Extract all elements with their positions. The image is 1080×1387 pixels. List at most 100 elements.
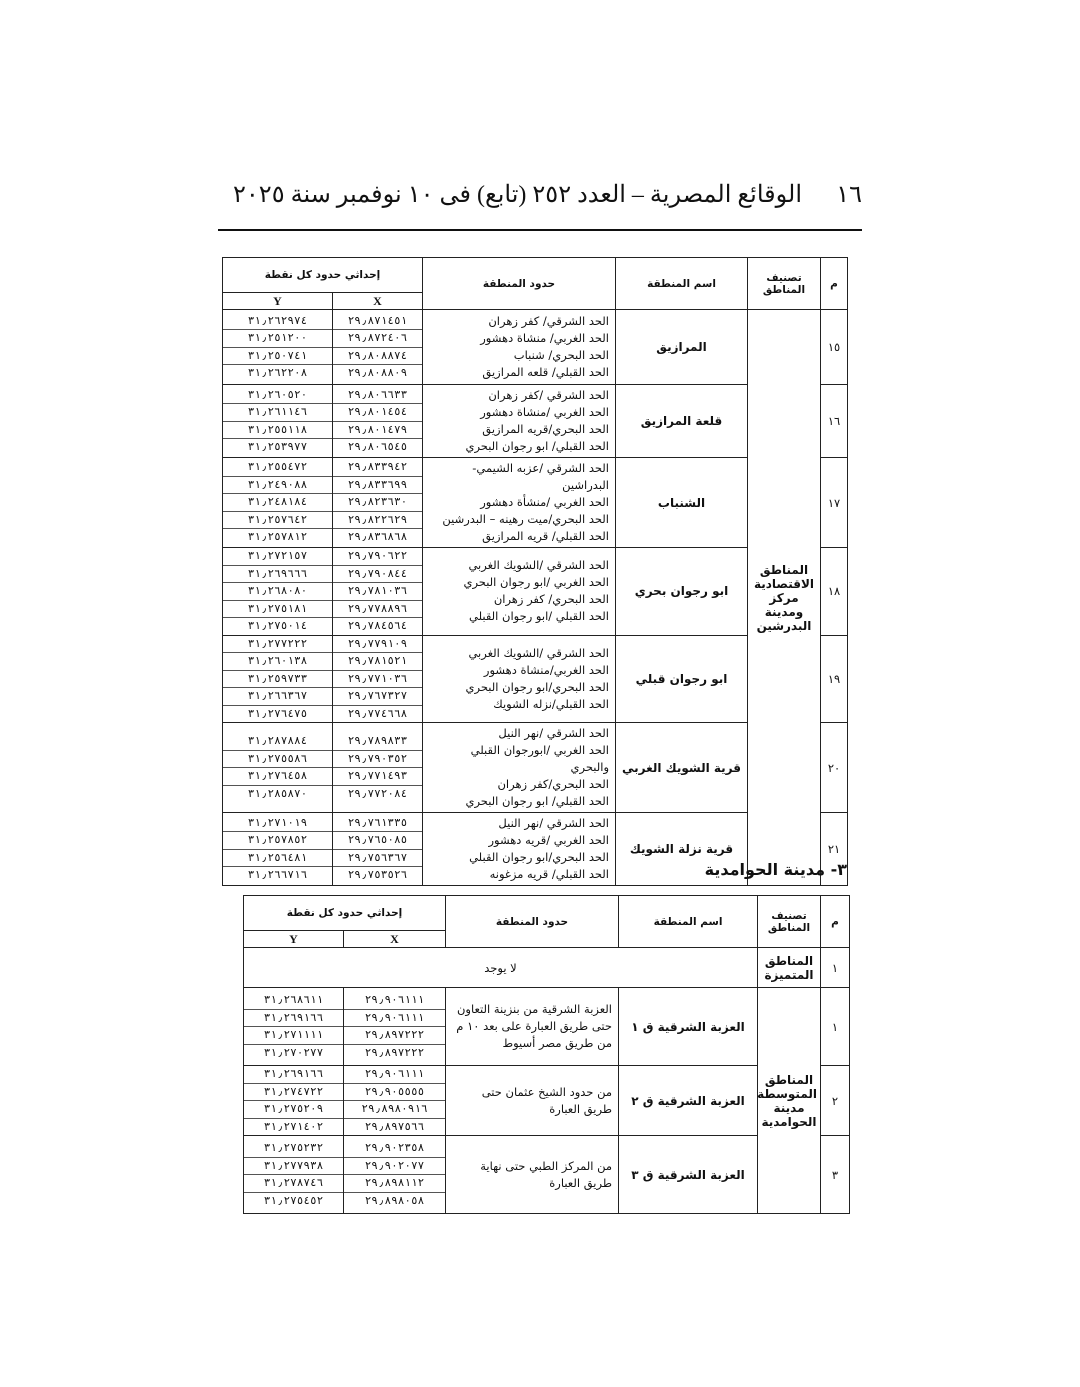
coordinate: ٢٩٫٧٨٤٥٦٤ — [347, 619, 408, 632]
coordinate: ٣١٫٢٥٠٧٤١ — [223, 348, 332, 365]
bound-line: العزبة الشرقية من بنزينة التعاون حتى طري… — [456, 1002, 612, 1050]
coordinate: ٢٩٫٧٨١٥٢١ — [333, 653, 422, 671]
header-cell: حدود المنطقة — [445, 895, 619, 948]
coordinates-y: ٣١٫٢٨٧٨٨٤ ٣١٫٢٧٥٥٨٦ ٣١٫٢٧٦٤٥٨ ٣١٫٢٨٥٨٧٠ — [222, 722, 333, 813]
header-cell: إحداثي حدود كل نقطة — [222, 257, 423, 293]
bound-line: الحد الغربي /منشاة دهشور — [480, 405, 609, 419]
table: م تصنيف المناطق اسم المنطقة حدود المنطقة إحد… — [243, 895, 850, 1214]
coordinate: ٣١٫٢٧٦٤٧٥ — [247, 706, 308, 720]
bound-line: الحد الشرقي /عزبه الشيمي- البدراشين — [472, 461, 609, 492]
coordinate: ٣١٫٢٨٥٨٧٠ — [247, 786, 308, 800]
header-cell: اسم المنطقة — [615, 257, 748, 310]
coordinates-y: ٣١٫٢٦٨٦١١ ٣١٫٢٦٩١٦٦ ٣١٫٢٧١١١١ ٣١٫٢٧٠٢٧٧ — [243, 987, 344, 1066]
coordinate: ٢٩٫٩٠٢٠٧٧ — [344, 1158, 445, 1175]
area-name: ابو رجوان قبلي — [615, 634, 748, 723]
bound-line: الحد البحري/قريه المرازيق — [482, 422, 609, 436]
area-name: العزبة الشرقية ق ٣ — [618, 1135, 758, 1214]
coordinate: ٢٩٫٧٧١٠٣٦ — [333, 671, 422, 688]
note: لا يوجد — [243, 947, 758, 988]
row-number: ١٩ — [820, 634, 848, 723]
table-row: ١٦ قلعة المرازيق الحد الشرقي /كفر زهران الح… — [222, 384, 848, 458]
coordinate: ٢٩٫٧٦٧٣٢٧ — [333, 688, 422, 706]
area-name: ابو رجوان بحري — [615, 547, 748, 636]
coordinate: ٢٩٫٩٠٦١١١ — [344, 992, 445, 1010]
coordinate: ٢٩٫٧٧٢٠٨٤ — [347, 786, 408, 800]
bound-line: الحد الغربي /قريه دهشور — [488, 833, 609, 847]
row-number: ١ — [820, 987, 850, 1066]
coordinates-x: ٢٩٫٧٧٩١٠٩ ٢٩٫٧٨١٥٢١ ٢٩٫٧٧١٠٣٦ ٢٩٫٧٦٧٣٢٧ ٢٩٫٧… — [332, 634, 423, 723]
table-row: ١٥ المناطق الاقتصادية مركز ومدينة البدرشي… — [222, 309, 848, 886]
bounds: من حدود الشيخ عثمان حتى طريق العبارة — [445, 1065, 619, 1136]
bound-line: الحد البحري/ كفر زهران — [493, 592, 609, 607]
bound-line: الحد الغربي /ابورجوان القبلي والبحري — [470, 743, 609, 774]
classification: المناطق المتوسطة مدينة الحوامدية — [757, 987, 821, 1214]
area-name: المرازيق — [615, 309, 748, 385]
coordinate: ٢٩٫٧٥٣٥٢٦ — [347, 868, 408, 881]
coordinates-y: ٣١٫٢٥٥٤٧٢ ٣١٫٢٤٩٠٨٨ ٣١٫٢٤٨١٨٤ ٣١٫٢٥٧٦٤٢ ٣١٫٢… — [222, 457, 333, 548]
area-name: قلعة المرازيق — [615, 384, 748, 458]
coordinate: ٣١٫٢٦٠١٣٨ — [223, 653, 332, 671]
coordinate: ٢٩٫٧٥٦٣٦٧ — [333, 850, 422, 867]
coordinate: ٣١٫٢٦٩١٦٦ — [244, 1010, 343, 1027]
coordinate: ٢٩٫٨٣٣٩٤٢ — [333, 459, 422, 477]
row-number: ١ — [820, 947, 850, 988]
coordinate: ٢٩٫٨٣٦٨٦٨ — [347, 530, 408, 544]
header-cell: X — [343, 930, 446, 948]
bound-line: الحد البحري/ميت رهينه – البدرشين — [442, 512, 609, 526]
coordinate: ٣١٫٢٧٤٧٢٢ — [244, 1084, 343, 1101]
coordinates-x: ٢٩٫٨٧١٤٥١ ٢٩٫٨٧٢٤٠٦ ٢٩٫٨٠٨٨٧٤ ٢٩٫٨٠٨٨٠٩ — [332, 309, 423, 385]
bound-line: من المركز الطبي حتى نهاية طريق العبارة — [480, 1158, 612, 1190]
header-cell: اسم المنطقة — [618, 895, 758, 948]
coordinate: ٣١٫٢٧١٤٠٢ — [263, 1119, 324, 1133]
coordinate: ٣١٫٢٦٢٢٠٨ — [247, 366, 308, 379]
bound-line: الحد الشرقي /الشويك الغربي — [468, 558, 609, 573]
classification: المناطق المتميزة — [757, 947, 821, 988]
coordinate: ٣١٫٢٧٧٢٢٢ — [223, 636, 332, 653]
coordinate: ٢٩٫٨٧٢٤٠٦ — [333, 330, 422, 348]
bound-line: الحد البحري/كفر زهران — [497, 777, 609, 791]
coordinate: ٣١٫٢٧١٠١٩ — [223, 815, 332, 832]
coordinate: ٣١٫٢٥٧٨٥٢ — [223, 832, 332, 850]
bound-line: الحد القبلي/ قريه مزغونه — [489, 867, 609, 881]
coordinate: ٣١٫٢٦٨٦١١ — [244, 992, 343, 1010]
coordinate: ٢٩٫٨٠٨٨٠٩ — [347, 366, 408, 379]
coordinates-x: ٢٩٫٩٠٦١١١ ٢٩٫٩٠٥٥٥٥ ٢٩٫٨٩٨٠٩١٦ ٢٩٫٨٩٧٥٦٦ — [343, 1065, 446, 1136]
header-cell: X — [332, 292, 423, 310]
coordinate: ٣١٫٢٥٩٧٣٣ — [223, 671, 332, 688]
coordinate: ٣١٫٢٥٥١١٨ — [223, 422, 332, 439]
table-row: ١٧ الشنباب الحد الشرقي /عزبه الشيمي- البدر… — [222, 457, 848, 548]
coordinate: ٢٩٫٩٠٢٣٥٨ — [344, 1140, 445, 1158]
coordinate: ٢٩٫٨٢٣٦٣٠ — [333, 494, 422, 512]
coordinates-y: ٣١٫٢٦٢٩٧٤ ٣١٫٢٥١٢٠٠ ٣١٫٢٥٠٧٤١ ٣١٫٢٦٢٢٠٨ — [222, 309, 333, 385]
coordinate: ٣١٫٢٧٠٢٧٧ — [263, 1045, 324, 1059]
coordinate: ٣١٫٢٥١٢٠٠ — [223, 330, 332, 348]
bounds: العزبة الشرقية من بنزينة التعاون حتى طري… — [445, 987, 619, 1066]
coordinate: ٣١٫٢٧٥١٨١ — [223, 601, 332, 618]
coordinate: ٢٩٫٧٦٥٠٨٥ — [333, 832, 422, 850]
bound-line: الحد الغربي/ منشاة دهشور — [480, 331, 609, 345]
coordinate: ٢٩٫٧٧١٤٩٣ — [333, 768, 422, 786]
coordinate: ٣١٫٢٦٦٣٦٧ — [223, 688, 332, 706]
coordinate: ٣١٫٢٦٩١٦٦ — [244, 1066, 343, 1084]
coordinate: ٣١٫٢٤٨١٨٤ — [223, 494, 332, 512]
bound-line: الحد البحري/ شنباب — [513, 348, 609, 362]
coordinate: ٢٩٫٨٩٨١١٢ — [344, 1175, 445, 1193]
coordinate: ٣١٫٢٦٦٧١٦ — [247, 868, 308, 881]
area-name: العزبة الشرقية ق ١ — [618, 987, 758, 1066]
coordinate: ٣١٫٢٦٠٥٢٠ — [223, 387, 332, 404]
section-title: ٣- مدينة الحوامدية — [704, 860, 847, 879]
coordinates-y: ٣١٫٢٧٧٢٢٢ ٣١٫٢٦٠١٣٨ ٣١٫٢٥٩٧٣٣ ٣١٫٢٦٦٣٦٧ ٣١٫٢… — [222, 634, 333, 723]
bound-line: الحد الشرقي /نهر النيل — [498, 816, 609, 830]
bound-line: الحد الشرقي/ كفر زهران — [488, 314, 609, 328]
header-row: م تصنيف المناطق اسم المنطقة حدود المنطقة إحد… — [243, 895, 850, 948]
bound-line: الحد القبلي/نزله الشويك — [493, 696, 609, 711]
coordinate: ٣١٫٢٦٢٩٧٤ — [223, 313, 332, 330]
bounds: الحد الشرقي /كفر زهران الحد الغربي /منشاة… — [422, 384, 616, 458]
table-row: ١٩ ابو رجوان قبلي الحد الشرقي /الشويك الغر… — [222, 634, 848, 723]
coordinate: ٢٩٫٨٠١٤٧٩ — [333, 422, 422, 439]
coordinates-x: ٢٩٫٧٩٠٦٢٢ ٢٩٫٧٩٠٨٤٤ ٢٩٫٧٨١٠٣٦ ٢٩٫٧٧٨٨٩٦ ٢٩٫٧… — [332, 547, 423, 636]
coordinate: ٢٩٫٩٠٥٥٥٥ — [344, 1084, 445, 1101]
coordinate: ٢٩٫٧٩٠٨٤٤ — [333, 566, 422, 583]
bound-line: الحد القبلي/ قريه المرازيق — [482, 529, 609, 543]
